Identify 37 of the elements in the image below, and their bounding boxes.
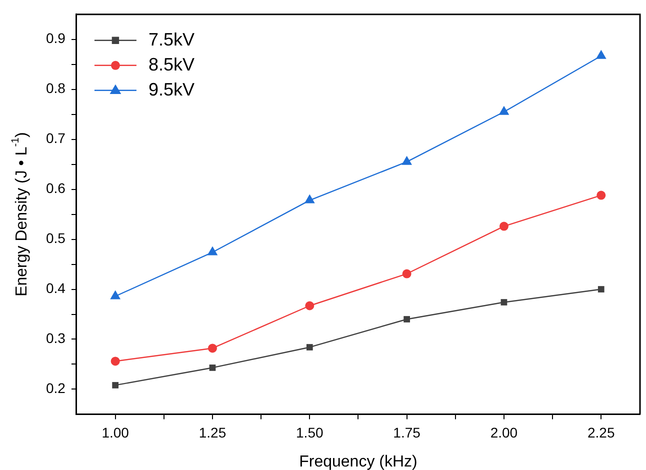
point xyxy=(110,290,121,300)
point xyxy=(500,299,508,306)
x-tick-label: 1.75 xyxy=(393,424,421,440)
y-tick-label: 0.3 xyxy=(46,330,66,346)
x-tick-label: 2.25 xyxy=(588,424,615,440)
y-tick-label: 0.7 xyxy=(46,130,66,146)
point xyxy=(596,190,606,200)
point xyxy=(112,382,119,388)
legend-label: 7.5kV xyxy=(148,29,194,50)
y-tick-label: 0.8 xyxy=(46,80,66,96)
point xyxy=(498,106,510,115)
y-tick-label: 0.6 xyxy=(46,180,66,196)
point xyxy=(209,364,216,371)
x-tick-label: 1.50 xyxy=(296,424,324,440)
x-tick-label: 2.00 xyxy=(490,424,518,440)
point xyxy=(304,194,315,204)
y-tick-label: 0.2 xyxy=(46,380,66,396)
point xyxy=(499,222,508,231)
y-tick-label: 0.5 xyxy=(46,230,66,246)
point xyxy=(598,286,604,292)
point xyxy=(306,344,313,350)
x-tick-label: 1.25 xyxy=(198,424,226,440)
point xyxy=(402,269,412,278)
point xyxy=(402,156,412,165)
x-axis-title: Frequency (kHz) xyxy=(299,453,418,470)
legend-label: 9.5kV xyxy=(148,79,194,100)
x-tick-label: 1.00 xyxy=(102,424,130,440)
point xyxy=(207,246,218,256)
y-tick-label: 0.4 xyxy=(46,280,66,296)
point xyxy=(208,344,217,353)
point xyxy=(596,50,606,59)
legend-label: 8.5kV xyxy=(148,54,194,74)
y-axis-title: Energy Density (J • L-1) xyxy=(10,132,30,296)
y-tick-label: 0.9 xyxy=(46,30,66,46)
point xyxy=(305,301,314,310)
point xyxy=(110,356,120,366)
point xyxy=(404,316,410,322)
